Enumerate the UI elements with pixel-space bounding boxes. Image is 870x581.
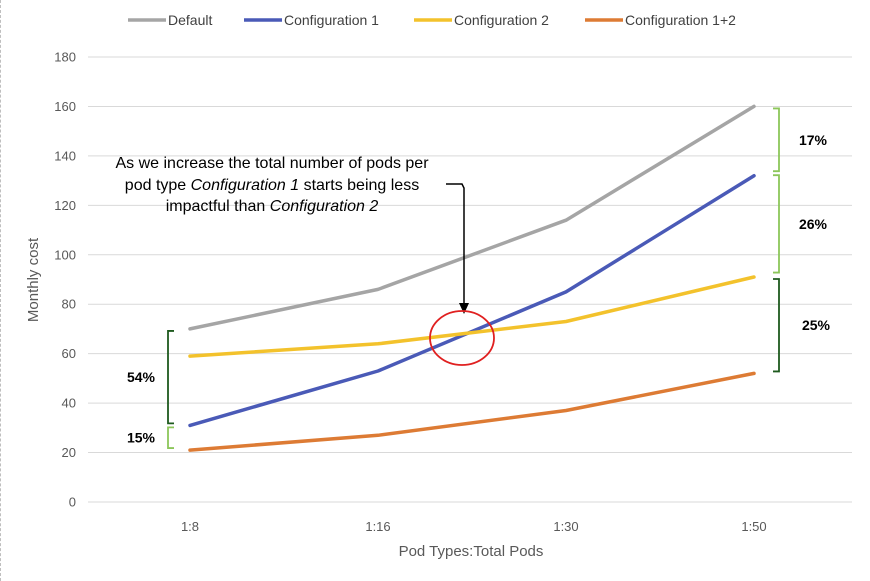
y-tick-label-0: 0: [69, 495, 76, 510]
x-tick-label-2: 1:16: [365, 519, 390, 534]
gridlines: [88, 56, 852, 503]
annotation-arrow: [446, 183, 465, 305]
legend-label-3: Configuration 2: [454, 12, 549, 28]
y-tick-label-120: 120: [54, 198, 76, 213]
x-tick-label-1: 1:8: [181, 519, 199, 534]
left-bracket-2: [167, 426, 174, 449]
x-tick-label-4: 1:50: [741, 519, 766, 534]
y-axis-ticks: 0 20 40 60 80 100 120 140 160 180: [54, 50, 76, 510]
note-line-3: impactful than Configuration 2: [166, 198, 379, 215]
x-axis-ticks: 1:8 1:16 1:30 1:50: [181, 519, 767, 534]
note-line-2: pod type Configuration 1 starts being le…: [125, 177, 419, 194]
y-tick-label-140: 140: [54, 148, 76, 163]
y-tick-label-20: 20: [62, 445, 76, 460]
left-bracket-1: [167, 330, 174, 425]
y-tick-label-160: 160: [54, 99, 76, 114]
series-line-1: [188, 104, 756, 331]
y-tick-label-40: 40: [62, 396, 76, 411]
y-tick-label-100: 100: [54, 247, 76, 262]
annotation-note: As we increase the total number of pods …: [115, 155, 429, 215]
x-axis-title: Pod Types:Total Pods: [399, 543, 544, 560]
difference-brackets: 54% 15% 17% 26% 25%: [127, 107, 831, 449]
series-lines: [188, 104, 756, 452]
series-line-3: [188, 275, 756, 358]
right-bracket-1: [773, 107, 780, 173]
y-tick-label-80: 80: [62, 297, 76, 312]
right-gap-label-1: 17%: [799, 132, 828, 148]
y-axis-title: Monthly cost: [25, 237, 42, 322]
legend: Default Configuration 1 Configuration 2 Con…: [128, 12, 736, 28]
annotation-arrowhead: [459, 303, 469, 314]
y-tick-label-180: 180: [54, 50, 76, 65]
left-gap-label-1: 54%: [127, 369, 156, 385]
y-tick-label-60: 60: [62, 346, 76, 361]
right-gap-label-2: 26%: [799, 216, 828, 232]
right-gap-label-3: 25%: [802, 317, 831, 333]
legend-label-4: Configuration 1+2: [625, 12, 736, 28]
note-line-1: As we increase the total number of pods …: [115, 155, 429, 172]
x-tick-label-3: 1:30: [553, 519, 578, 534]
series-line-4: [188, 371, 756, 452]
crossover-highlight-circle: [429, 310, 495, 366]
right-bracket-3: [773, 278, 780, 373]
legend-label-1: Default: [168, 12, 212, 28]
page-left-dashed-edge: [0, 0, 2, 581]
left-gap-label-2: 15%: [127, 430, 156, 446]
right-bracket-2: [773, 174, 780, 274]
legend-label-2: Configuration 1: [284, 12, 379, 28]
